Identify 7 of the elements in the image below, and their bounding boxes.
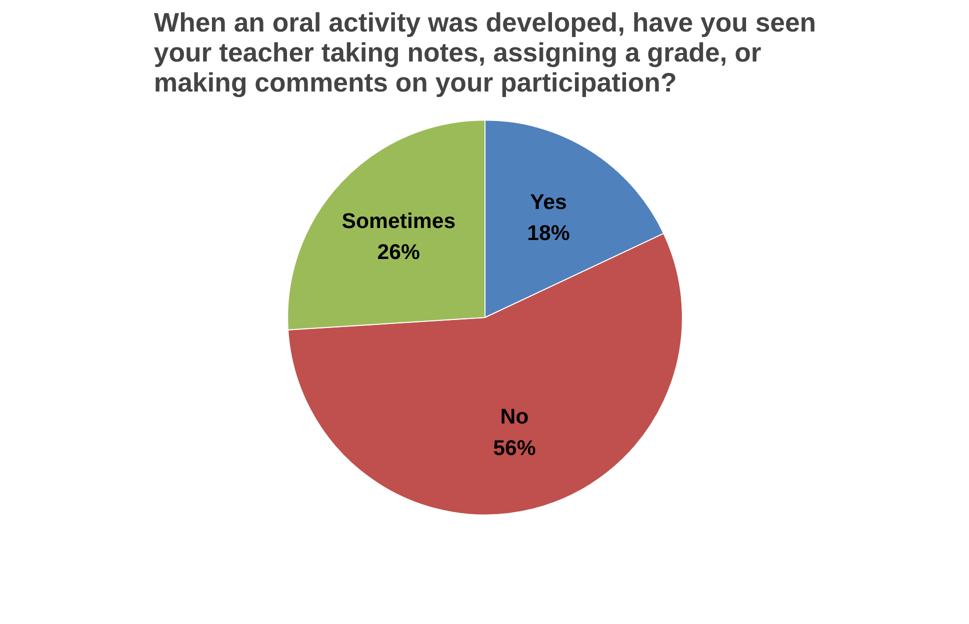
data-label: 26%	[377, 240, 420, 264]
data-label: 56%	[493, 436, 536, 460]
chart-title: When an oral activity was developed, have you seen your teacher taking notes, assigning a grade, or making comments on your participation?	[154, 8, 816, 98]
data-label: 18%	[527, 221, 570, 246]
slice-label: Sometimes	[342, 208, 456, 233]
slice-label: No	[500, 404, 529, 429]
slice-label: Yes	[530, 190, 567, 214]
